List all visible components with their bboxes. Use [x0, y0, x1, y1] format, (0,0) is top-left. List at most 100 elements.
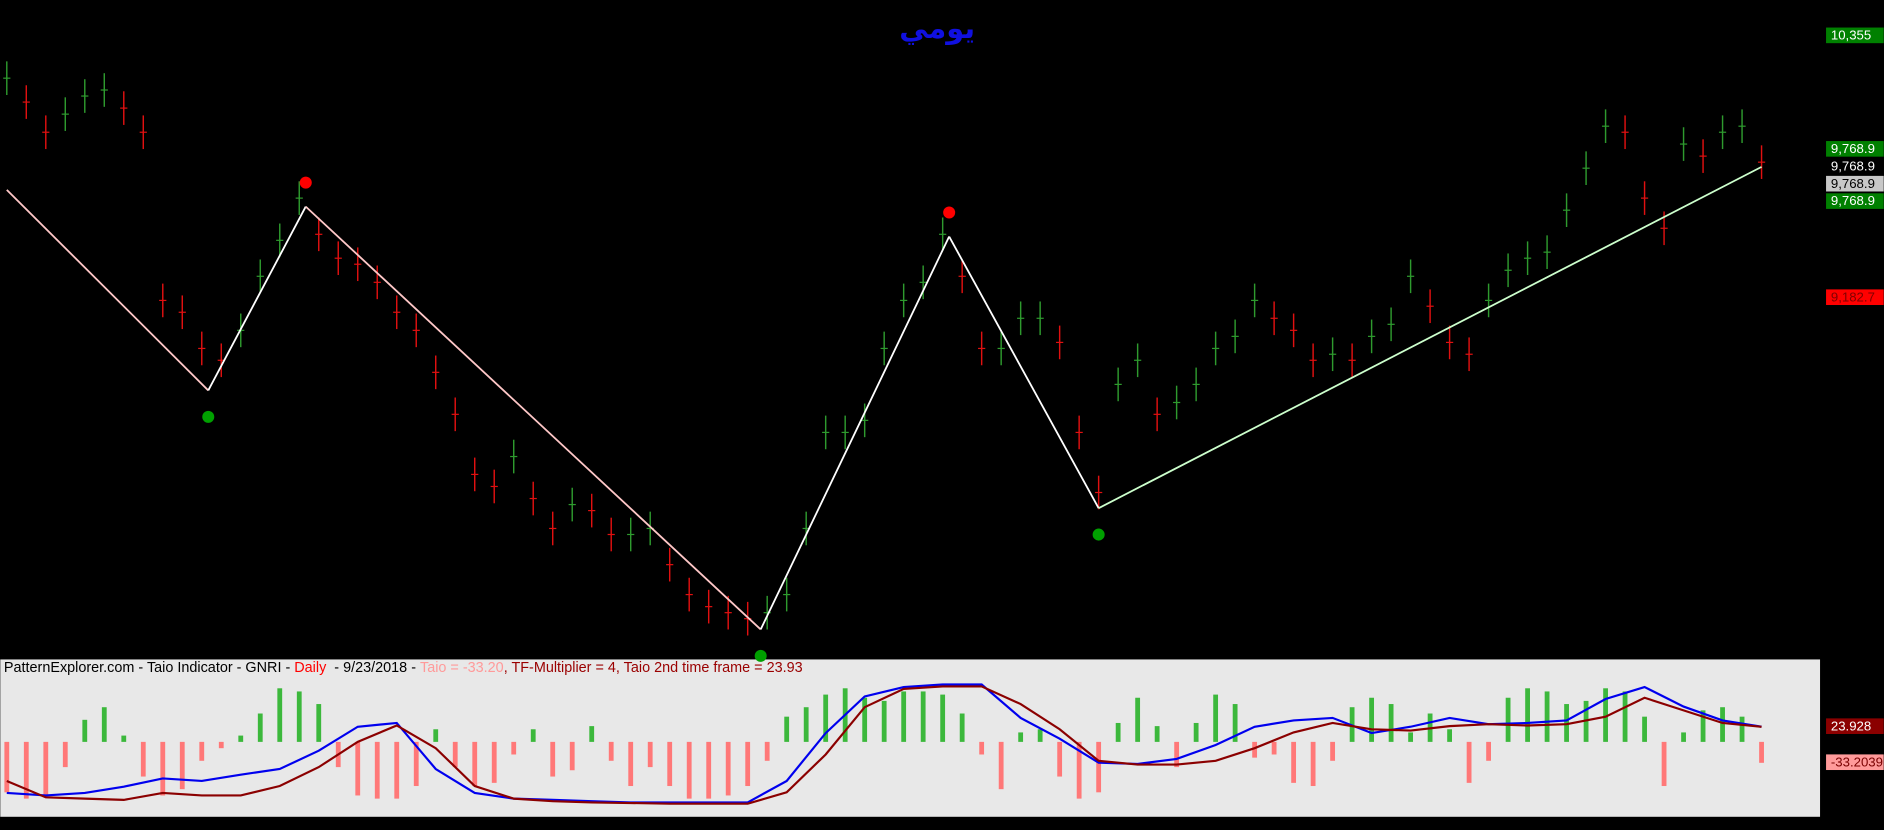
histogram-bar [413, 741, 419, 787]
price-bar [1348, 343, 1356, 378]
price-bar [1036, 301, 1044, 336]
zigzag-segment [305, 205, 762, 631]
histogram-bar [803, 707, 809, 742]
histogram-bar [1642, 716, 1647, 742]
histogram-bar [1271, 741, 1277, 755]
histogram-bar [1700, 710, 1706, 742]
price-bar [22, 85, 30, 119]
histogram-bar [472, 741, 478, 787]
price-label: 9,768.9 [1831, 141, 1875, 156]
price-bar [432, 355, 440, 390]
price-bar [1757, 145, 1766, 179]
price-bar [1212, 331, 1220, 366]
histogram-bar [745, 741, 751, 787]
price-bar [1056, 325, 1064, 360]
price-label-box [1826, 158, 1884, 175]
histogram-bar [452, 741, 458, 768]
price-bar [1601, 109, 1610, 144]
price-bar [1445, 325, 1454, 360]
histogram-bar [23, 741, 29, 799]
price-bar [783, 577, 791, 612]
price-bar [1114, 367, 1122, 402]
price-bar [1465, 337, 1473, 372]
price-bar [1640, 181, 1649, 215]
histogram-bar [920, 691, 926, 742]
price-bar [373, 265, 381, 300]
histogram-bar [979, 741, 985, 755]
price-bar [627, 517, 635, 552]
histogram-bar [1408, 732, 1414, 742]
histogram-bar [706, 741, 712, 799]
zigzag-segment [6, 189, 209, 392]
price-bar [1562, 193, 1571, 227]
price-bar [1231, 319, 1239, 354]
histogram-bar [82, 719, 88, 742]
histogram-bar [1154, 726, 1160, 742]
price-bar [354, 247, 362, 282]
histogram-bar [121, 735, 127, 742]
price-bar [1738, 109, 1746, 144]
histogram-bar [62, 741, 68, 768]
price-bar [490, 469, 498, 504]
price-bar [1679, 127, 1688, 161]
histogram-bar [296, 691, 302, 742]
price-bar [939, 217, 947, 252]
price-label: -33.2039 [1831, 754, 1883, 769]
histogram-bar [433, 729, 439, 742]
histogram-bar [1388, 704, 1394, 742]
histogram-bar [1720, 707, 1725, 742]
histogram-bar [1193, 722, 1199, 742]
price-bar [822, 415, 830, 450]
price-bar [178, 295, 186, 330]
histogram-bar [1018, 732, 1024, 742]
price-bar [276, 223, 284, 258]
header-part: , TF-Multiplier = 4, Taio 2nd time frame… [504, 660, 803, 676]
histogram-bar [1447, 729, 1452, 742]
price-bar [42, 115, 50, 150]
price-bar [880, 331, 888, 366]
price-bar [120, 91, 128, 125]
histogram-bar [667, 741, 673, 787]
histogram-bar [725, 741, 731, 796]
histogram-bar [43, 741, 49, 796]
histogram-bar [1759, 741, 1764, 763]
histogram-bar [160, 741, 166, 796]
price-bar [1095, 475, 1103, 510]
price-bar [1173, 385, 1181, 420]
trough-marker [1092, 528, 1105, 541]
histogram-bar [608, 741, 614, 761]
price-label-box [1826, 175, 1884, 192]
price-bar [1134, 343, 1142, 378]
price-bar [1387, 307, 1395, 342]
indicator-header: PatternExplorer.com - Taio Indicator - G… [4, 660, 803, 676]
zigzag-segment [1098, 166, 1762, 509]
histogram-bar [1135, 697, 1141, 742]
histogram-bar [355, 741, 361, 796]
price-bar [1543, 235, 1551, 269]
histogram-bar [491, 741, 497, 783]
price-bar [393, 295, 401, 330]
histogram-bar [1330, 741, 1336, 761]
histogram-bar [4, 741, 10, 793]
histogram-bar [101, 707, 107, 742]
trough-marker [754, 649, 767, 662]
price-bar [1621, 115, 1629, 150]
price-bar [1251, 283, 1259, 318]
price-bar [1582, 151, 1590, 186]
price-bar [1329, 337, 1337, 372]
price-bar [334, 241, 342, 276]
histogram-bar [1037, 729, 1043, 742]
price-bar [861, 403, 869, 438]
histogram-bar [1057, 741, 1063, 777]
histogram-bar [940, 694, 946, 742]
header-part: Taio = -33.20 [420, 660, 504, 676]
histogram-bar [218, 741, 224, 749]
histogram-bar [277, 688, 283, 742]
price-bar [139, 115, 147, 150]
histogram-bar [374, 741, 380, 799]
price-bar [1270, 301, 1278, 336]
histogram-bar [316, 704, 322, 742]
price-bar [1718, 115, 1727, 150]
histogram-bar [550, 741, 556, 777]
